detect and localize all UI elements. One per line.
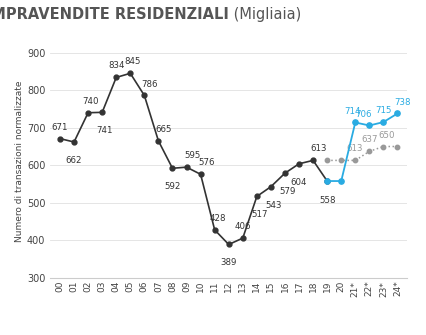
Text: 834: 834 — [108, 62, 124, 70]
Text: 706: 706 — [355, 110, 371, 119]
Text: 406: 406 — [234, 222, 250, 231]
Text: 740: 740 — [83, 97, 99, 106]
Text: 558: 558 — [318, 196, 335, 205]
Text: 786: 786 — [141, 79, 158, 88]
Text: 576: 576 — [197, 158, 214, 168]
Text: 671: 671 — [52, 123, 68, 132]
Text: 604: 604 — [290, 178, 307, 187]
Text: 738: 738 — [394, 97, 410, 107]
Text: 650: 650 — [377, 131, 394, 140]
Text: 613: 613 — [346, 144, 363, 153]
Text: 389: 389 — [220, 258, 236, 267]
Text: 637: 637 — [360, 135, 377, 144]
Text: 592: 592 — [164, 182, 180, 191]
Text: (Migliaia): (Migliaia) — [228, 7, 300, 22]
Text: 595: 595 — [184, 151, 200, 160]
Text: 517: 517 — [251, 210, 267, 219]
Text: 715: 715 — [374, 106, 391, 115]
Y-axis label: Numero di transazioni normalizzate: Numero di transazioni normalizzate — [15, 81, 24, 242]
Text: 613: 613 — [310, 144, 326, 153]
Text: COMPRAVENDITE RESIDENZIALI: COMPRAVENDITE RESIDENZIALI — [0, 7, 228, 22]
Text: 714: 714 — [343, 107, 360, 116]
Text: 579: 579 — [279, 187, 295, 196]
Text: 845: 845 — [124, 57, 141, 66]
Text: 662: 662 — [66, 156, 82, 165]
Text: 741: 741 — [96, 126, 113, 135]
Text: 665: 665 — [155, 125, 172, 134]
Text: 543: 543 — [265, 201, 281, 210]
Text: 428: 428 — [209, 214, 225, 223]
